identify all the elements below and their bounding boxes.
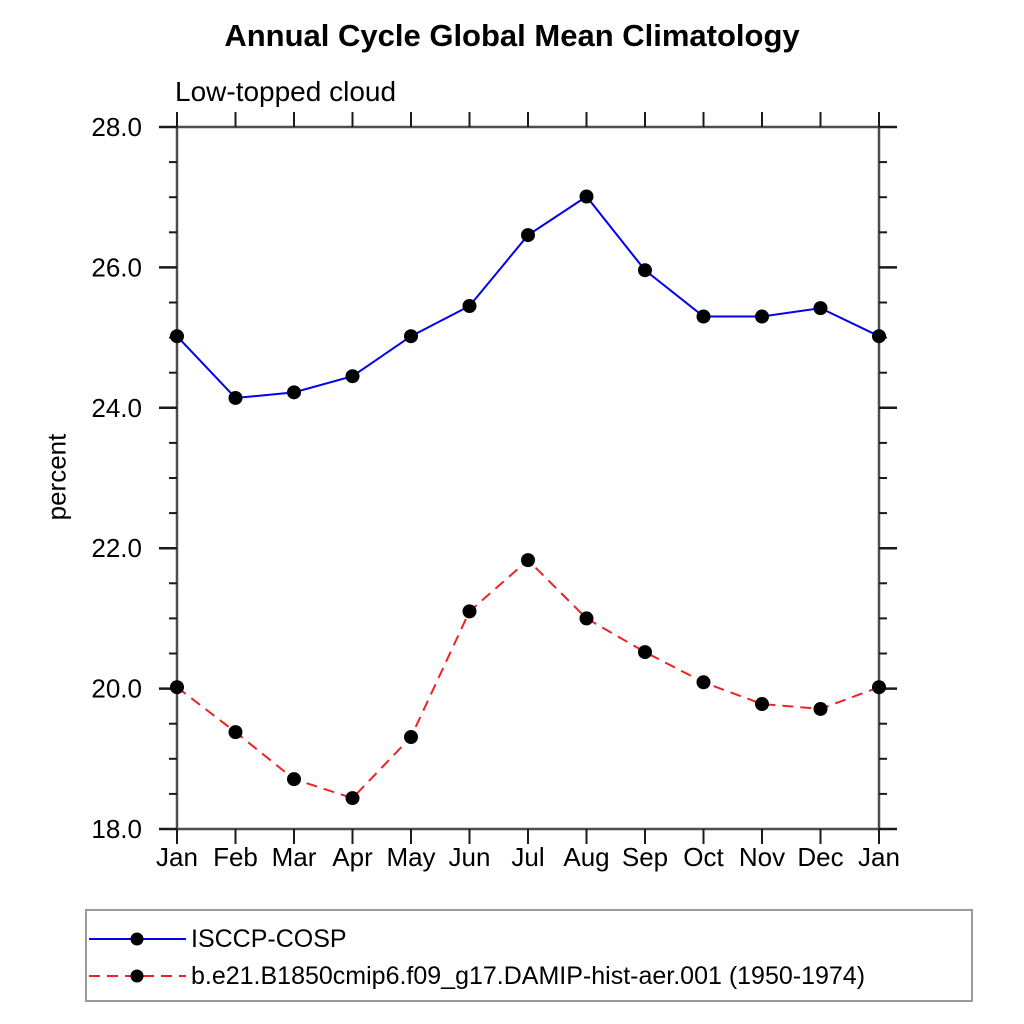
x-tick-label: May [386, 842, 435, 872]
x-tick-label: Mar [272, 842, 317, 872]
chart-title: Annual Cycle Global Mean Climatology [224, 18, 800, 53]
data-point-marker [696, 675, 711, 690]
data-point-marker [696, 309, 711, 324]
x-tick-label: Jan [156, 842, 198, 872]
data-point-marker [345, 791, 360, 806]
x-tick-label: Oct [683, 842, 724, 872]
x-tick-label: Jan [858, 842, 900, 872]
legend-dashed-line-sample [89, 969, 186, 983]
series-0-line [176, 195, 880, 400]
data-point-marker [462, 299, 477, 314]
data-point-marker [228, 725, 243, 740]
data-point-marker [228, 390, 243, 405]
x-axis-ticks-top [176, 112, 880, 127]
data-point-marker [287, 385, 301, 400]
legend-marker-dot-icon [130, 969, 144, 983]
x-axis-ticks-bottom [176, 829, 880, 844]
y-tick-label: 24.0 [91, 393, 142, 423]
x-axis-tick-labels: Jan Feb Mar Apr May Jun Jul Aug Sep Oct Nov Dec Jan [156, 842, 900, 872]
data-point-marker [813, 301, 828, 316]
data-point-marker [579, 611, 594, 626]
x-tick-label: Sep [622, 842, 668, 872]
y-tick-label: 20.0 [91, 674, 142, 704]
chart-subtitle: Low-topped cloud [175, 76, 397, 107]
legend-marker-dot-icon [130, 932, 144, 946]
data-point-marker [404, 730, 418, 745]
series-1-line [176, 558, 880, 800]
x-tick-label: Jun [449, 842, 491, 872]
y-axis-minor-ticks [169, 161, 887, 795]
x-tick-label: Dec [797, 842, 843, 872]
data-point-marker [579, 189, 594, 204]
series-1-markers [170, 553, 886, 806]
legend-solid-line-sample [89, 932, 186, 946]
y-tick-label: 22.0 [91, 533, 142, 563]
data-point-marker [521, 228, 535, 243]
legend-item-isccp-cosp: ISCCP-COSP [87, 925, 347, 953]
data-point-marker [813, 701, 828, 716]
data-point-marker [404, 329, 418, 344]
x-tick-label: Jul [511, 842, 544, 872]
data-point-marker [462, 604, 477, 619]
data-point-marker [755, 309, 769, 324]
data-point-marker [638, 263, 652, 278]
data-point-marker [170, 680, 184, 695]
y-tick-label: 28.0 [91, 112, 142, 142]
data-point-marker [287, 772, 301, 787]
data-point-marker [872, 329, 886, 344]
data-point-marker [170, 329, 184, 344]
data-point-marker [872, 680, 886, 695]
x-tick-label: Feb [213, 842, 258, 872]
series-0-markers [170, 189, 886, 405]
y-tick-label: 26.0 [91, 252, 142, 282]
x-tick-label: Aug [563, 842, 609, 872]
data-point-marker [521, 553, 535, 568]
legend-box: ISCCP-COSP b.e21.B1850cmip6.f09_g17.DAMI… [85, 909, 973, 1002]
y-axis-tick-labels: 18.0 20.0 22.0 24.0 26.0 28.0 [91, 112, 142, 844]
y-tick-label: 18.0 [91, 814, 142, 844]
data-point-marker [638, 645, 652, 660]
data-point-marker [755, 697, 769, 712]
legend-label: b.e21.B1850cmip6.f09_g17.DAMIP-hist-aer.… [191, 962, 866, 990]
data-point-marker [345, 369, 360, 384]
x-tick-label: Nov [739, 842, 785, 872]
x-tick-label: Apr [332, 842, 373, 872]
legend-label: ISCCP-COSP [191, 925, 347, 953]
legend-item-model-run: b.e21.B1850cmip6.f09_g17.DAMIP-hist-aer.… [87, 962, 866, 990]
